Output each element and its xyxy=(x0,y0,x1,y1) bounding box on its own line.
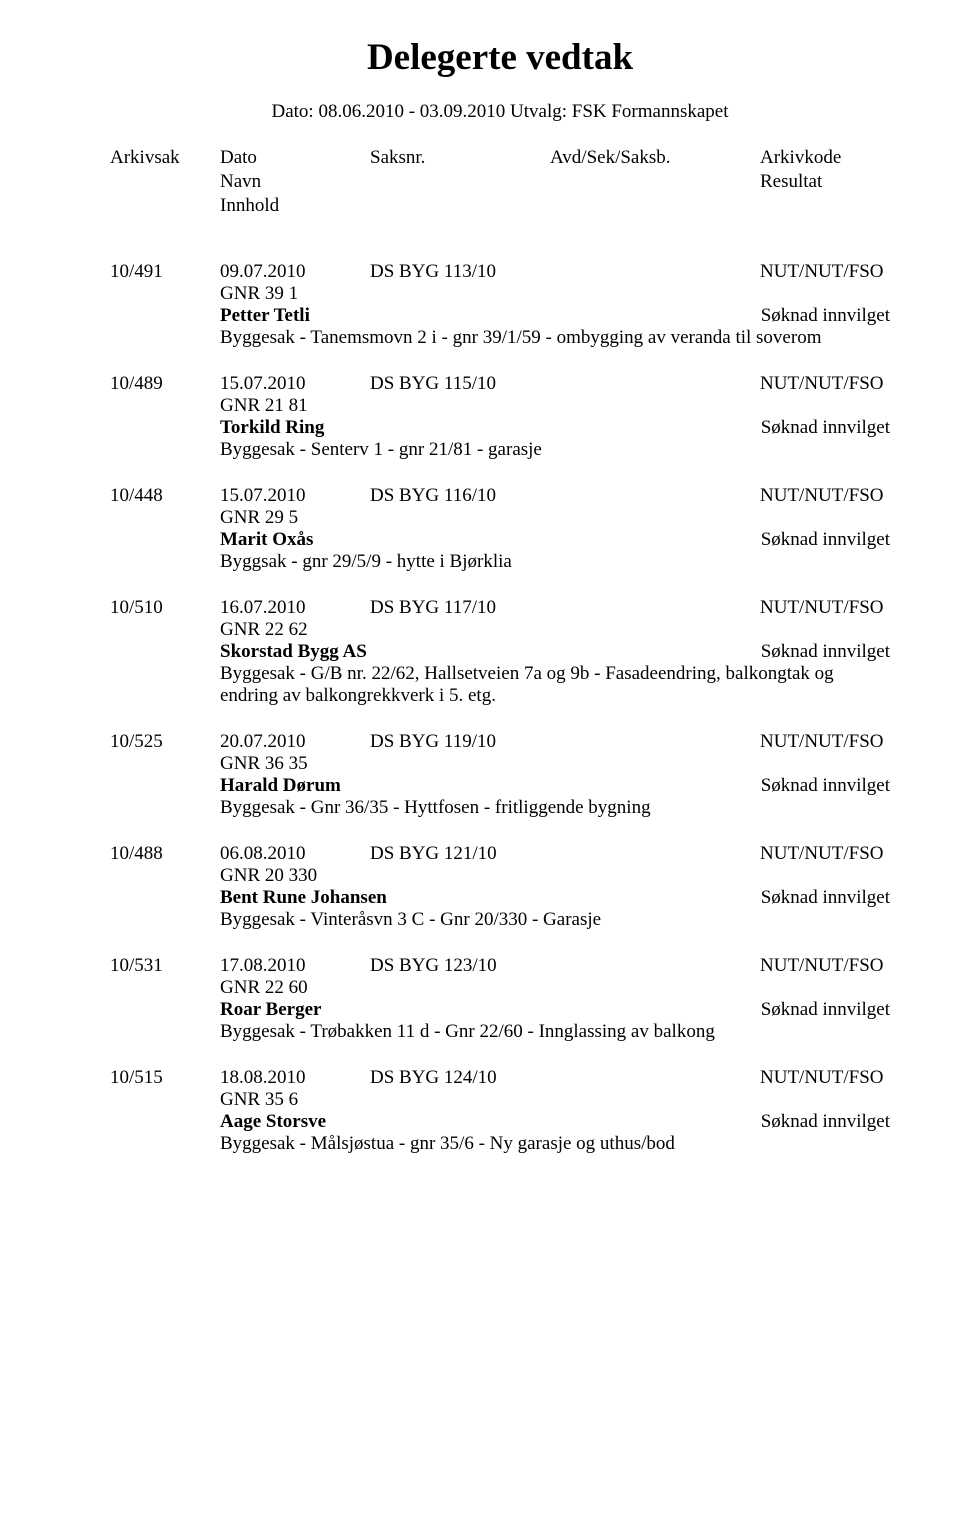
entry-gnr: GNR 29 5 xyxy=(220,507,890,529)
entry-name: Marit Oxås xyxy=(220,529,761,551)
entry-name: Petter Tetli xyxy=(220,305,761,327)
entry-desc: Byggesak - Gnr 36/35 - Hyttfosen - fritl… xyxy=(220,797,890,819)
entry-result: Søknad innvilget xyxy=(761,417,890,439)
entry-name: Torkild Ring xyxy=(220,417,761,439)
header-arkivsak: Arkivsak xyxy=(110,147,220,169)
entries-list: 10/491 09.07.2010 DS BYG 113/10 NUT/NUT/… xyxy=(110,261,890,1155)
entry-desc: Byggesak - Senterv 1 - gnr 21/81 - garas… xyxy=(220,439,890,461)
entry-saksnr: DS BYG 116/10 xyxy=(370,485,550,507)
entry-arkivsak: 10/491 xyxy=(110,261,220,283)
entry-dato: 18.08.2010 xyxy=(220,1067,370,1089)
entry-gnr: GNR 22 62 xyxy=(220,619,890,641)
entry-arkivsak: 10/510 xyxy=(110,597,220,619)
entry-dato: 06.08.2010 xyxy=(220,843,370,865)
header-navn: Navn xyxy=(220,171,370,193)
entry-dato: 15.07.2010 xyxy=(220,485,370,507)
entry-saksnr: DS BYG 119/10 xyxy=(370,731,550,753)
entry-saksnr: DS BYG 115/10 xyxy=(370,373,550,395)
entry-result: Søknad innvilget xyxy=(761,529,890,551)
entry: 10/448 15.07.2010 DS BYG 116/10 NUT/NUT/… xyxy=(110,485,890,573)
entry-arkivkode: NUT/NUT/FSO xyxy=(760,261,890,283)
entry-gnr: GNR 20 330 xyxy=(220,865,890,887)
header-avd: Avd/Sek/Saksb. xyxy=(550,147,760,169)
entry-dato: 15.07.2010 xyxy=(220,373,370,395)
entry-result: Søknad innvilget xyxy=(761,999,890,1021)
entry-name: Roar Berger xyxy=(220,999,761,1021)
entry-arkivsak: 10/488 xyxy=(110,843,220,865)
entry-name: Skorstad Bygg AS xyxy=(220,641,761,663)
entry-arkivsak: 10/525 xyxy=(110,731,220,753)
entry-saksnr: DS BYG 124/10 xyxy=(370,1067,550,1089)
entry-desc: Byggesak - Vinteråsvn 3 C - Gnr 20/330 -… xyxy=(220,909,890,931)
column-header-row-1: Arkivsak Dato Saksnr. Avd/Sek/Saksb. Ark… xyxy=(110,147,890,169)
entry-arkivkode: NUT/NUT/FSO xyxy=(760,597,890,619)
header-dato: Dato xyxy=(220,147,370,169)
entry-arkivkode: NUT/NUT/FSO xyxy=(760,843,890,865)
column-header-row-2: Navn Resultat xyxy=(110,171,890,193)
entry-gnr: GNR 35 6 xyxy=(220,1089,890,1111)
entry-result: Søknad innvilget xyxy=(761,641,890,663)
entry-result: Søknad innvilget xyxy=(761,775,890,797)
entry-name: Bent Rune Johansen xyxy=(220,887,761,909)
entry: 10/525 20.07.2010 DS BYG 119/10 NUT/NUT/… xyxy=(110,731,890,819)
entry-arkivsak: 10/531 xyxy=(110,955,220,977)
entry-arkivkode: NUT/NUT/FSO xyxy=(760,1067,890,1089)
entry-arkivkode: NUT/NUT/FSO xyxy=(760,731,890,753)
entry-desc: Byggesak - Trøbakken 11 d - Gnr 22/60 - … xyxy=(220,1021,890,1043)
entry-dato: 16.07.2010 xyxy=(220,597,370,619)
entry-name: Harald Dørum xyxy=(220,775,761,797)
page-subtitle: Dato: 08.06.2010 - 03.09.2010 Utvalg: FS… xyxy=(110,101,890,123)
entry-desc: Byggesak - G/B nr. 22/62, Hallsetveien 7… xyxy=(220,663,890,707)
entry-gnr: GNR 36 35 xyxy=(220,753,890,775)
entry-dato: 17.08.2010 xyxy=(220,955,370,977)
entry-arkivkode: NUT/NUT/FSO xyxy=(760,955,890,977)
entry-result: Søknad innvilget xyxy=(761,1111,890,1133)
entry-saksnr: DS BYG 123/10 xyxy=(370,955,550,977)
entry-dato: 20.07.2010 xyxy=(220,731,370,753)
entry-desc: Byggsak - gnr 29/5/9 - hytte i Bjørklia xyxy=(220,551,890,573)
entry-arkivkode: NUT/NUT/FSO xyxy=(760,373,890,395)
entry-arkivsak: 10/448 xyxy=(110,485,220,507)
entry: 10/489 15.07.2010 DS BYG 115/10 NUT/NUT/… xyxy=(110,373,890,461)
header-resultat: Resultat xyxy=(760,171,890,193)
entry-dato: 09.07.2010 xyxy=(220,261,370,283)
entry-gnr: GNR 39 1 xyxy=(220,283,890,305)
entry: 10/491 09.07.2010 DS BYG 113/10 NUT/NUT/… xyxy=(110,261,890,349)
entry: 10/531 17.08.2010 DS BYG 123/10 NUT/NUT/… xyxy=(110,955,890,1043)
entry-desc: Byggesak - Målsjøstua - gnr 35/6 - Ny ga… xyxy=(220,1133,890,1155)
entry-gnr: GNR 21 81 xyxy=(220,395,890,417)
entry: 10/515 18.08.2010 DS BYG 124/10 NUT/NUT/… xyxy=(110,1067,890,1155)
column-header-row-3: Innhold xyxy=(110,195,890,217)
entry-saksnr: DS BYG 113/10 xyxy=(370,261,550,283)
entry: 10/488 06.08.2010 DS BYG 121/10 NUT/NUT/… xyxy=(110,843,890,931)
entry: 10/510 16.07.2010 DS BYG 117/10 NUT/NUT/… xyxy=(110,597,890,707)
header-innhold: Innhold xyxy=(220,195,370,217)
entry-arkivsak: 10/489 xyxy=(110,373,220,395)
entry-arkivsak: 10/515 xyxy=(110,1067,220,1089)
page-title: Delegerte vedtak xyxy=(110,36,890,79)
entry-saksnr: DS BYG 117/10 xyxy=(370,597,550,619)
entry-saksnr: DS BYG 121/10 xyxy=(370,843,550,865)
header-saksnr: Saksnr. xyxy=(370,147,550,169)
entry-name: Aage Storsve xyxy=(220,1111,761,1133)
entry-result: Søknad innvilget xyxy=(761,887,890,909)
entry-arkivkode: NUT/NUT/FSO xyxy=(760,485,890,507)
entry-gnr: GNR 22 60 xyxy=(220,977,890,999)
header-arkivkode: Arkivkode xyxy=(760,147,890,169)
entry-desc: Byggesak - Tanemsmovn 2 i - gnr 39/1/59 … xyxy=(220,327,890,349)
entry-result: Søknad innvilget xyxy=(761,305,890,327)
